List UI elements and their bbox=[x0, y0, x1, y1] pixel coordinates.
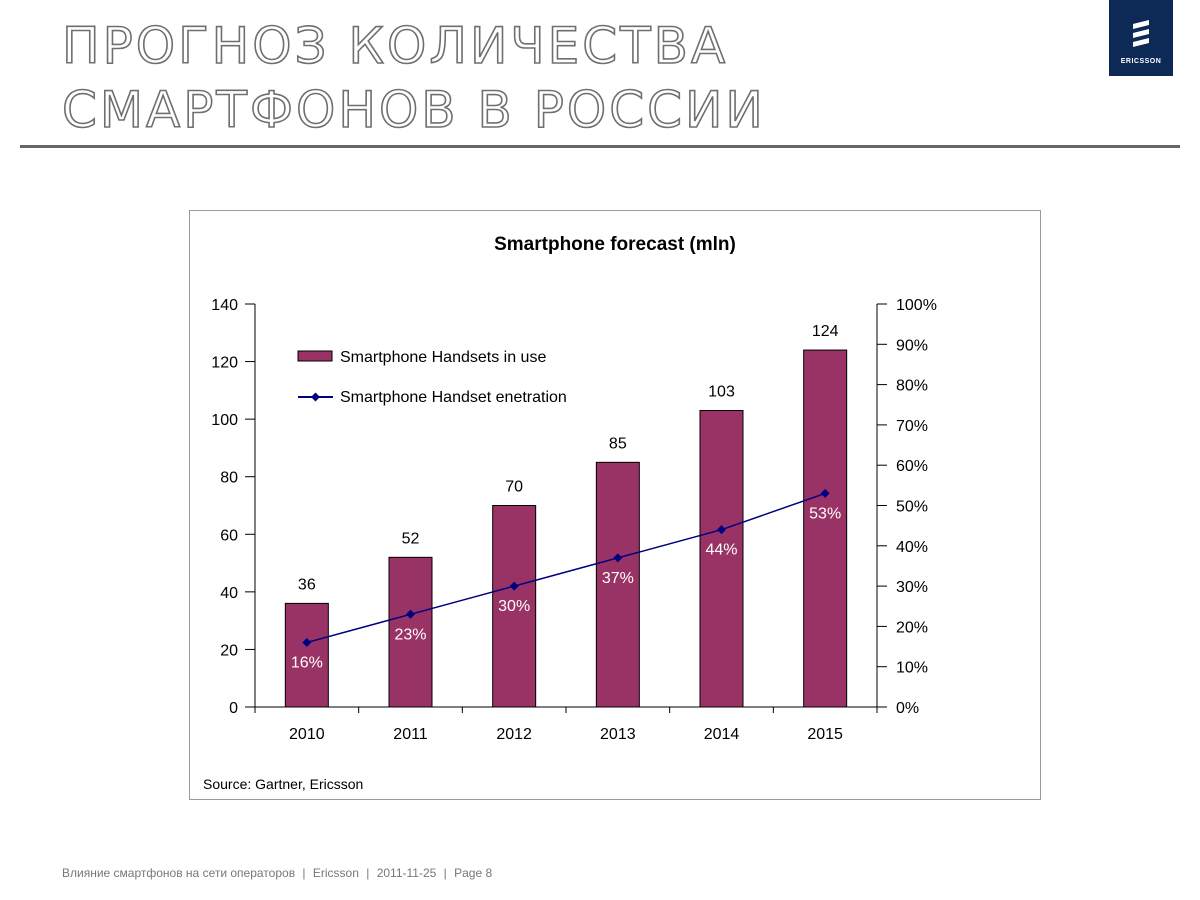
penetration-label: 23% bbox=[394, 626, 426, 643]
slide-title-line-2: СМАРТФОНОВ В РОССИИ bbox=[61, 80, 766, 140]
legend-bar-label: Smartphone Handsets in use bbox=[340, 349, 546, 366]
footer-separator-2: | bbox=[366, 866, 370, 880]
penetration-point bbox=[717, 525, 726, 535]
x-tick-label: 2012 bbox=[496, 726, 532, 743]
right-y-tick-label: 50% bbox=[896, 499, 928, 516]
bar-value-label: 70 bbox=[505, 479, 523, 496]
penetration-label: 44% bbox=[705, 542, 737, 559]
slide-title-line-1: ПРОГНОЗ КОЛИЧЕСТВА bbox=[61, 16, 729, 76]
x-tick-label: 2013 bbox=[600, 726, 636, 743]
left-y-tick-label: 100 bbox=[211, 412, 238, 429]
right-y-tick-label: 40% bbox=[896, 539, 928, 556]
right-y-tick-label: 0% bbox=[896, 700, 919, 717]
penetration-label: 53% bbox=[809, 505, 841, 522]
bar-value-label: 103 bbox=[708, 384, 735, 401]
bar-value-label: 124 bbox=[812, 323, 839, 340]
bar bbox=[803, 349, 848, 708]
left-y-tick-label: 120 bbox=[211, 355, 238, 372]
right-y-tick-label: 90% bbox=[896, 337, 928, 354]
bar-value-label: 52 bbox=[402, 530, 420, 547]
footer-separator-3: | bbox=[443, 866, 447, 880]
bar-value-label: 85 bbox=[609, 435, 627, 452]
legend-line-label: Smartphone Handset enetration bbox=[340, 389, 567, 406]
footer: Влияние смартфонов на сети операторов | … bbox=[62, 866, 496, 880]
right-y-tick-label: 30% bbox=[896, 579, 928, 596]
footer-topic: Влияние смартфонов на сети операторов bbox=[62, 866, 296, 880]
penetration-line bbox=[306, 492, 826, 644]
penetration-label: 30% bbox=[498, 598, 530, 615]
penetration-point bbox=[820, 488, 830, 498]
left-y-tick-label: 80 bbox=[220, 470, 238, 487]
bar bbox=[388, 556, 433, 708]
x-tick-label: 2011 bbox=[393, 726, 428, 743]
title-divider bbox=[20, 145, 1180, 148]
penetration-point bbox=[406, 609, 415, 619]
slide-title: ПРОГНОЗ КОЛИЧЕСТВА СМАРТФОНОВ В РОССИИ bbox=[61, 14, 766, 142]
left-y-tick-label: 60 bbox=[220, 527, 238, 544]
left-y-tick-label: 40 bbox=[220, 585, 238, 602]
legend-bar-swatch bbox=[297, 350, 333, 362]
left-y-tick-label: 20 bbox=[220, 642, 238, 659]
bar-value-label: 36 bbox=[298, 576, 316, 593]
smartphone-forecast-chart: Smartphone forecast (mln) 0 20 40 60 80 100 12… bbox=[203, 234, 937, 792]
right-y-tick-label: 80% bbox=[896, 378, 928, 395]
bar bbox=[595, 461, 640, 708]
penetration-point bbox=[509, 581, 519, 591]
chart-source: Source: Gartner, Ericsson bbox=[203, 776, 363, 792]
penetration-label: 37% bbox=[602, 570, 634, 587]
right-y-tick-label: 70% bbox=[896, 418, 928, 435]
right-y-tick-label: 60% bbox=[896, 458, 928, 475]
footer-company: Ericsson bbox=[312, 866, 359, 880]
bar bbox=[492, 505, 537, 708]
penetration-point bbox=[302, 638, 312, 648]
x-tick-label: 2015 bbox=[807, 726, 843, 743]
chart-title: Smartphone forecast (mln) bbox=[494, 234, 736, 255]
left-y-tick-label: 140 bbox=[211, 297, 238, 314]
ericsson-logo-icon bbox=[1133, 20, 1149, 47]
x-tick-label: 2010 bbox=[289, 726, 325, 743]
penetration-point bbox=[613, 553, 623, 563]
chart-container: Smartphone forecast (mln) 0 20 40 60 80 100 12… bbox=[189, 210, 1041, 800]
logo-wordmark: ERICSSON bbox=[1120, 58, 1162, 65]
chart-legend: Smartphone Handsets in use Smartphone Ha… bbox=[297, 349, 567, 406]
footer-date: 2011-11-25 bbox=[376, 866, 437, 880]
footer-page: Page 8 bbox=[454, 866, 493, 880]
right-y-tick-label: 20% bbox=[896, 619, 928, 636]
penetration-label: 16% bbox=[291, 655, 323, 672]
legend-line-marker bbox=[311, 392, 320, 402]
ericsson-logo: ERICSSON bbox=[1109, 0, 1173, 76]
left-y-tick-label: 0 bbox=[229, 700, 238, 717]
x-tick-label: 2014 bbox=[704, 726, 740, 743]
right-y-tick-label: 100% bbox=[896, 297, 937, 314]
footer-separator-1: | bbox=[302, 866, 306, 880]
bar bbox=[284, 602, 329, 708]
bar bbox=[699, 410, 744, 708]
right-y-tick-label: 10% bbox=[896, 660, 928, 677]
